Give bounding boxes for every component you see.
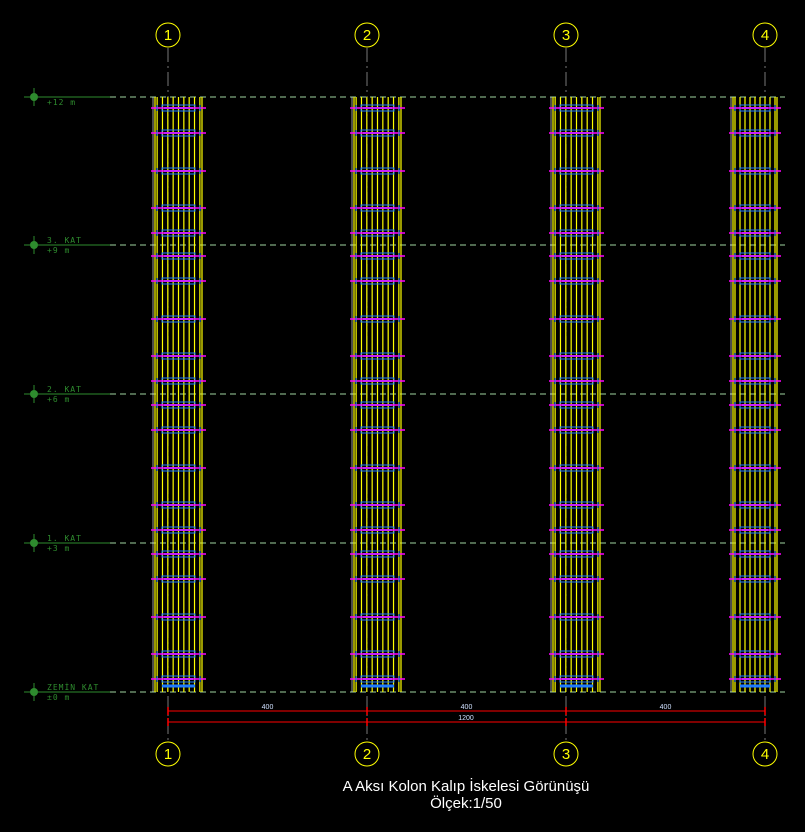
level-name: 2. KAT	[47, 385, 82, 394]
level-elevation: +9 m	[47, 246, 70, 255]
level-marker-icon	[30, 93, 38, 101]
column-formwork-2	[350, 97, 405, 692]
axis-bubble-icon	[553, 741, 579, 767]
axis-label: 2	[363, 27, 371, 44]
level-elevation: +3 m	[47, 544, 70, 553]
axis-label: 3	[562, 746, 570, 763]
axis-label: 4	[761, 746, 769, 763]
column-formwork-4	[729, 97, 781, 692]
axis-bubble-icon	[155, 741, 181, 767]
dimension-lines: 400 400 400 1200	[167, 704, 766, 726]
dimension-label: 400	[660, 704, 672, 711]
axis-bubble-icon	[155, 22, 181, 48]
axis-bubble-icon	[752, 22, 778, 48]
level-name: 1. KAT	[47, 534, 82, 543]
level-name: 3. KAT	[47, 236, 82, 245]
axis-bubble-icon	[553, 22, 579, 48]
dimension-label: 400	[461, 704, 473, 711]
level-marker-icon	[30, 539, 38, 547]
level-elevation: ±0 m	[47, 693, 70, 702]
axis-bubble-icon	[354, 741, 380, 767]
drawing-title: A Aksı Kolon Kalıp İskelesi Görünüşü	[343, 777, 590, 795]
level-marker-icon	[30, 688, 38, 696]
axis-label: 2	[363, 746, 371, 763]
column-formwork-3	[549, 97, 604, 692]
level-marker-icon	[30, 241, 38, 249]
axis-label: 1	[164, 746, 172, 763]
dimension-total-label: 1200	[458, 715, 474, 722]
level-marker-icon	[30, 390, 38, 398]
column-formworks	[151, 97, 781, 692]
dimension-label: 400	[262, 704, 274, 711]
level-elevation: +12 m	[47, 98, 76, 107]
axis-bubble-icon	[354, 22, 380, 48]
level-elevation: +6 m	[47, 395, 70, 404]
axis-label: 3	[562, 27, 570, 44]
axis-label: 1	[164, 27, 172, 44]
column-formwork-1	[151, 97, 206, 692]
axis-bubble-icon	[752, 741, 778, 767]
level-lines: +12 m 3. KAT+9 m 2. KAT+6 m 1. KAT+3 m ZEMİN…	[24, 88, 785, 702]
axis-bubbles: 1 1 2 2 3 3 4 4	[155, 22, 778, 767]
axis-label: 4	[761, 27, 769, 44]
level-name: ZEMİN KAT	[47, 682, 99, 692]
drawing-scale: Ölçek:1/50	[430, 794, 502, 812]
